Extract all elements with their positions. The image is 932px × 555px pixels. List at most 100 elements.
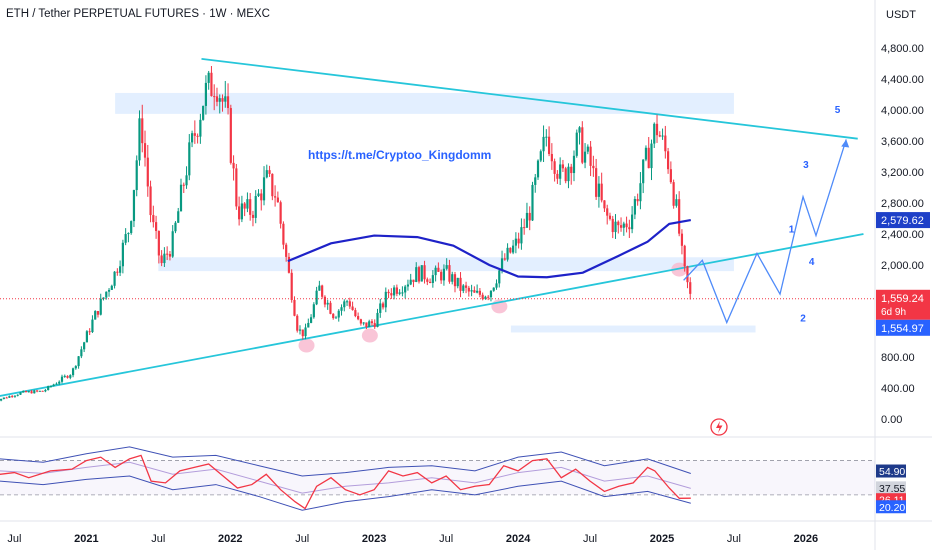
candle-body xyxy=(210,72,213,97)
candle-body xyxy=(257,193,260,197)
candle-body xyxy=(442,268,446,281)
candle-250 xyxy=(683,244,686,272)
candle-33 xyxy=(83,341,86,353)
candle-body xyxy=(80,349,83,357)
candle-body xyxy=(119,266,122,273)
candle-body xyxy=(647,147,650,169)
candle-108 xyxy=(290,269,293,303)
candle-66 xyxy=(174,221,177,234)
candle-body xyxy=(393,287,396,296)
candle-body xyxy=(528,212,531,221)
candle-80 xyxy=(213,84,216,111)
candle-body xyxy=(282,223,285,245)
candle-body xyxy=(672,182,675,206)
candle-11 xyxy=(22,390,25,393)
candle-body xyxy=(196,135,199,137)
candle-body xyxy=(608,215,612,219)
x-tick-2: Jul xyxy=(151,533,165,545)
candle-213 xyxy=(581,121,584,165)
candle-body xyxy=(177,211,180,223)
candle-107 xyxy=(287,252,291,274)
candle-205 xyxy=(559,157,562,185)
candle-3 xyxy=(0,398,3,402)
candle-53 xyxy=(138,110,141,166)
candle-body xyxy=(431,275,434,284)
flash-icon-ring xyxy=(710,418,728,436)
candle-body xyxy=(185,175,188,186)
candle-191 xyxy=(520,218,523,250)
candle-body xyxy=(379,303,382,313)
candle-12 xyxy=(24,390,28,393)
candle-body xyxy=(334,317,338,319)
candle-133 xyxy=(359,318,362,326)
candle-228 xyxy=(622,221,625,236)
candle-body xyxy=(478,290,481,295)
candle-240 xyxy=(655,114,659,143)
candle-51 xyxy=(132,189,136,228)
candle-body xyxy=(232,162,235,169)
candle-body xyxy=(368,321,371,327)
candle-198 xyxy=(539,149,542,163)
candle-16 xyxy=(35,389,39,393)
candle-body xyxy=(47,386,50,390)
candle-60 xyxy=(157,230,160,264)
candle-109 xyxy=(293,296,296,317)
candle-214 xyxy=(583,143,587,169)
candle-body xyxy=(83,342,86,350)
candle-body xyxy=(362,322,365,324)
candle-197 xyxy=(536,159,540,180)
candle-body xyxy=(470,290,473,292)
candle-body xyxy=(238,206,241,220)
candle-178 xyxy=(484,295,487,300)
candle-body xyxy=(301,329,304,337)
candle-body xyxy=(631,214,634,230)
candle-52 xyxy=(135,155,138,197)
candle-body xyxy=(426,279,429,282)
countdown-badge: 6d 9h xyxy=(881,307,906,318)
candle-122 xyxy=(329,300,332,315)
candle-212 xyxy=(578,126,581,145)
candle-28 xyxy=(69,374,72,380)
candle-44 xyxy=(113,271,116,289)
osc-badge-1: 37.55 xyxy=(879,483,905,495)
candle-body xyxy=(595,168,598,197)
candle-body xyxy=(536,160,540,178)
candle-227 xyxy=(619,217,623,232)
candle-36 xyxy=(91,315,94,334)
candle-13 xyxy=(27,390,30,393)
candle-body xyxy=(345,301,349,303)
last-price-badge-bg xyxy=(876,289,930,320)
unit-label[interactable]: USDT xyxy=(886,9,916,21)
candle-206 xyxy=(561,159,565,172)
y-tick-1: 4,400.00 xyxy=(881,74,924,86)
candle-210 xyxy=(572,150,576,182)
candle-37 xyxy=(94,310,97,320)
candle-75 xyxy=(199,113,202,144)
candle-129 xyxy=(348,297,351,309)
candle-body xyxy=(459,277,462,291)
candle-10 xyxy=(19,392,22,395)
candle-136 xyxy=(368,319,371,328)
candle-body xyxy=(484,296,487,299)
candle-body xyxy=(489,290,493,298)
candle-body xyxy=(359,319,362,324)
candle-158 xyxy=(428,278,432,284)
candle-38 xyxy=(96,310,100,318)
candle-29 xyxy=(71,367,75,378)
candle-115 xyxy=(309,314,313,324)
candle-body xyxy=(243,203,246,209)
candle-71 xyxy=(188,134,191,181)
candle-138 xyxy=(373,319,376,329)
candle-body xyxy=(251,214,255,218)
candle-body xyxy=(260,193,263,201)
candle-243 xyxy=(664,125,667,159)
osc-band-fill xyxy=(0,460,875,495)
candle-144 xyxy=(390,288,393,299)
candle-body xyxy=(512,245,515,253)
candle-body xyxy=(453,274,457,287)
candle-body xyxy=(556,173,559,179)
candle-body xyxy=(542,136,545,152)
candle-86 xyxy=(229,104,232,165)
candle-body xyxy=(476,290,479,293)
